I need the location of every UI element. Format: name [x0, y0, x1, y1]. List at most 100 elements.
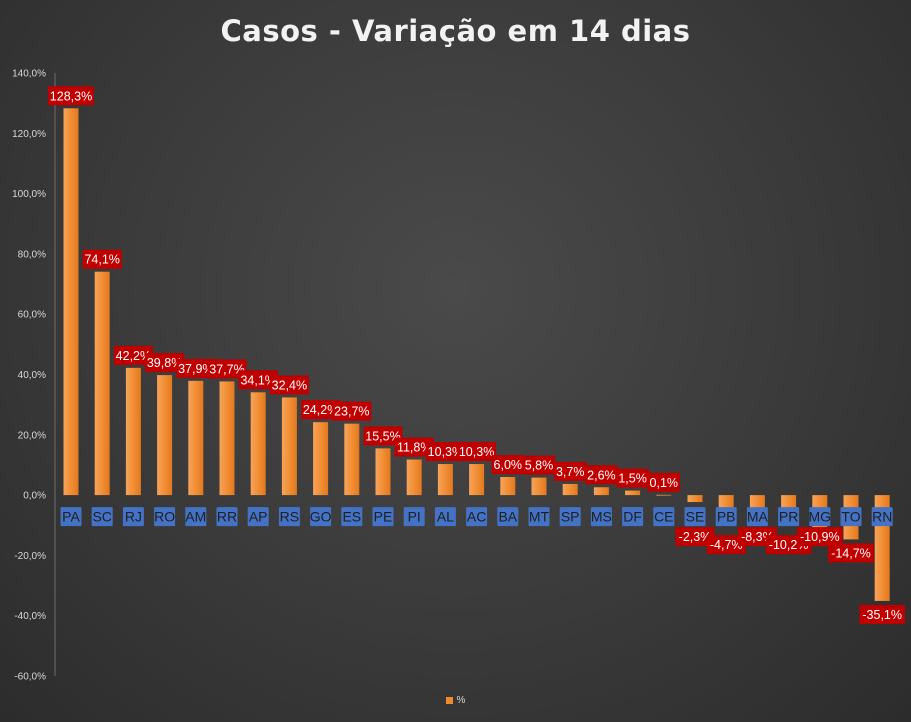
legend: %: [0, 695, 911, 706]
data-label: -4,7%: [710, 538, 743, 552]
data-label-box: [394, 437, 434, 457]
data-label: 1,5%: [618, 472, 647, 486]
data-label: 0,1%: [650, 476, 679, 490]
data-label: 37,7%: [209, 362, 244, 376]
data-labels: 128,3% 74,1% 42,2%39,8%37,9%37,7%34,1%32,4…: [48, 86, 905, 624]
data-label-box: [616, 468, 649, 488]
data-label-box: [706, 535, 746, 555]
data-label-box: [238, 370, 278, 390]
data-label-box: [585, 465, 618, 485]
bar: [219, 381, 235, 496]
category-label-box: [528, 507, 550, 527]
bar: [250, 392, 266, 496]
bar: [625, 490, 641, 496]
data-label: 5,8%: [525, 459, 554, 473]
category-label-box: [278, 507, 300, 527]
bar: [437, 464, 453, 496]
bar: [63, 108, 79, 496]
category-label: PB: [717, 509, 736, 525]
category-label-box: [403, 507, 425, 527]
bar: [531, 477, 547, 496]
category-label: AM: [185, 509, 206, 525]
data-label: 32,4%: [272, 378, 307, 392]
category-label: PR: [779, 509, 798, 525]
data-label: 128,3%: [50, 89, 92, 103]
data-label-box: [176, 358, 216, 378]
category-label: MG: [809, 509, 832, 525]
category-label: SC: [92, 509, 111, 525]
category-labels: PA SC RJ RO AM RR AP RS GO ES PE PI AL AC BA MT SP MS DF CE…: [60, 507, 893, 527]
category-label-box: [746, 507, 768, 527]
category-label: AP: [249, 509, 268, 525]
y-tick-label: -20,0%: [14, 551, 46, 562]
category-label: AL: [437, 509, 454, 525]
bar: [375, 448, 391, 496]
data-label-box: [859, 604, 905, 624]
bar: [188, 380, 204, 496]
data-label: 23,7%: [334, 405, 369, 419]
category-label: RJ: [125, 509, 142, 525]
data-label-box: [522, 455, 556, 475]
data-label: 42,2%: [116, 349, 151, 363]
data-label-box: [332, 401, 372, 421]
bar: [500, 477, 516, 496]
data-label: 10,3%: [459, 445, 494, 459]
category-label-box: [715, 507, 737, 527]
category-label: RR: [217, 509, 237, 525]
data-label: 10,3%: [428, 445, 463, 459]
bar: [125, 367, 141, 496]
data-label: 39,8%: [147, 356, 182, 370]
category-label-box: [840, 507, 862, 527]
data-label-box: [82, 249, 122, 269]
category-label-box: [684, 507, 706, 527]
y-tick-label: 120,0%: [12, 129, 46, 140]
bar: [687, 495, 703, 503]
category-label-box: [216, 507, 238, 527]
bar-series: [63, 108, 890, 601]
category-label: TO: [841, 509, 860, 525]
category-label-box: [622, 507, 644, 527]
data-label: 2,6%: [587, 468, 616, 482]
category-label-box: [559, 507, 581, 527]
category-label-box: [653, 507, 675, 527]
category-label-box: [91, 507, 113, 527]
category-label-box: [590, 507, 612, 527]
bar: [313, 422, 329, 496]
category-label-box: [60, 507, 82, 527]
category-label: PE: [374, 509, 393, 525]
category-label: CE: [654, 509, 673, 525]
category-label: BA: [498, 509, 517, 525]
category-label-box: [497, 507, 519, 527]
data-label: 37,9%: [178, 362, 213, 376]
legend-swatch: [445, 696, 453, 704]
bar: [593, 487, 609, 496]
category-label: ES: [342, 509, 361, 525]
y-tick-label: 80,0%: [18, 249, 46, 260]
category-label: DF: [623, 509, 642, 525]
bar: [562, 483, 578, 496]
y-tick-label: -40,0%: [14, 611, 46, 622]
data-label-box: [647, 472, 680, 492]
data-label-box: [675, 527, 715, 547]
y-tick-label: 100,0%: [12, 189, 46, 200]
data-label-box: [269, 375, 309, 395]
category-label: MA: [747, 509, 769, 525]
data-label-box: [425, 442, 465, 462]
data-label-box: [363, 426, 403, 446]
data-label-box: [797, 527, 843, 547]
bar: [281, 397, 297, 496]
data-label-box: [457, 442, 497, 462]
category-label: AC: [467, 509, 486, 525]
data-label-box: [113, 345, 153, 365]
category-label: MS: [591, 509, 612, 525]
category-label-box: [809, 507, 831, 527]
data-label-box: [491, 455, 524, 475]
data-label: 74,1%: [84, 253, 119, 267]
category-label-box: [122, 507, 144, 527]
data-label: -8,3%: [741, 530, 774, 544]
category-label-box: [434, 507, 456, 527]
chart-title: Casos - Variação em 14 dias: [220, 14, 691, 48]
data-label: -14,7%: [831, 546, 871, 560]
y-axis: 140,0% 120,0% 100,0% 80,0% 60,0% 40,0% 20,0% 0,…: [12, 69, 46, 683]
